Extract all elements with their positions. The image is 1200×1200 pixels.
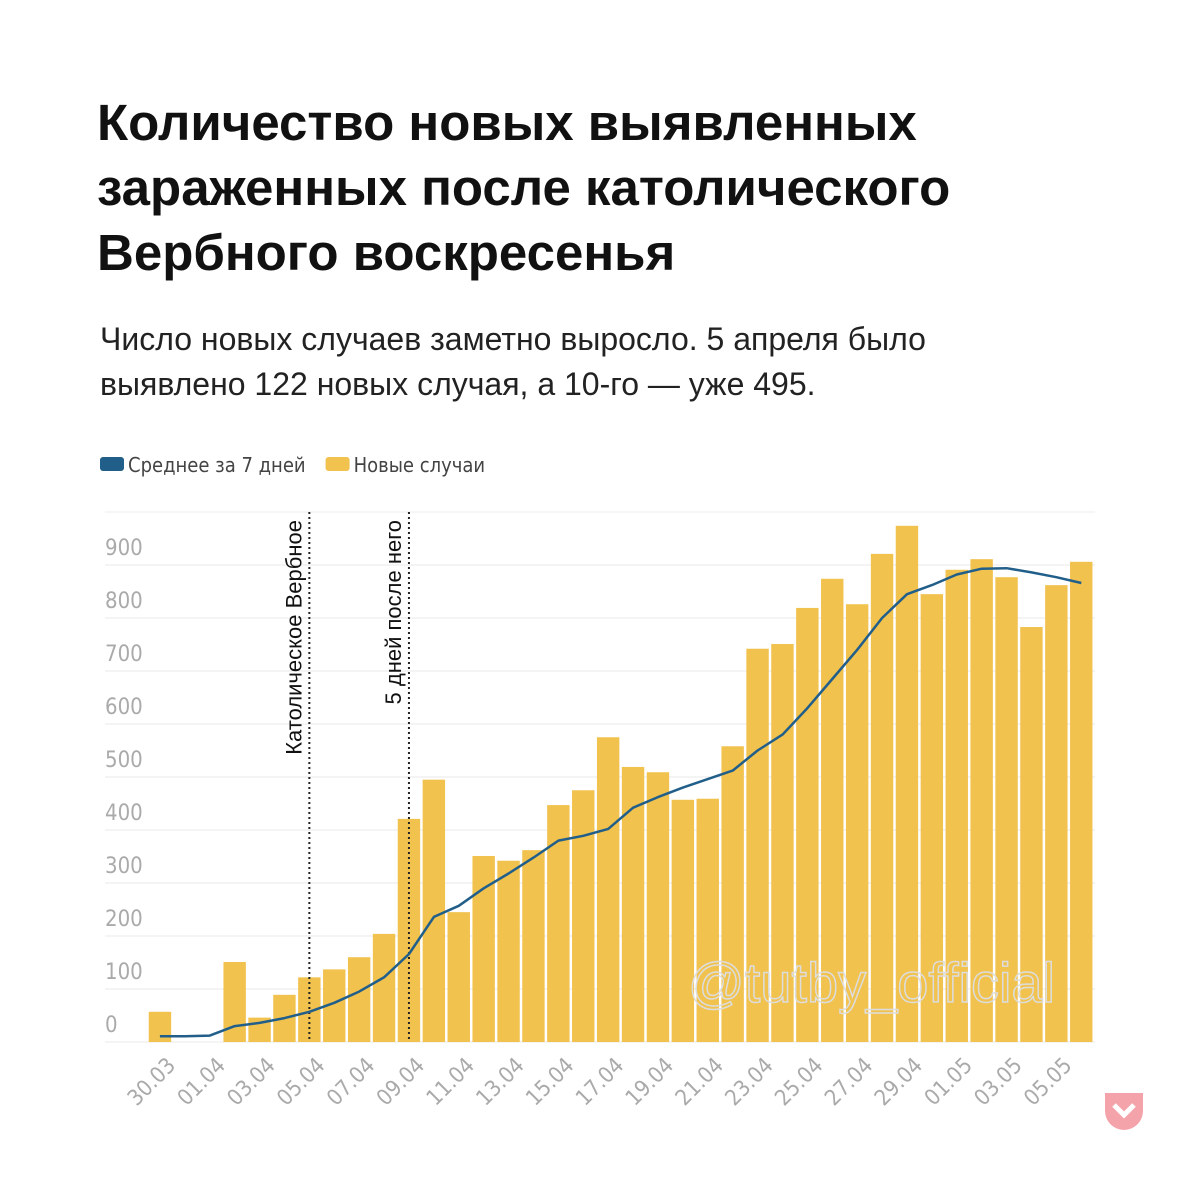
- bar: [796, 607, 819, 1042]
- bar: [696, 798, 719, 1042]
- bar: [323, 969, 346, 1042]
- y-tick-label: 200: [105, 907, 143, 932]
- bar: [422, 779, 446, 1042]
- bar: [895, 525, 919, 1042]
- y-tick-label: 900: [105, 536, 143, 561]
- bar: [1070, 561, 1093, 1042]
- y-tick-label: 100: [105, 960, 143, 985]
- bar: [572, 790, 595, 1042]
- bar: [995, 577, 1018, 1042]
- bar: [397, 818, 421, 1042]
- subtitle: Число новых случаев заметно выросло. 5 а…: [100, 321, 926, 357]
- bar: [870, 553, 894, 1042]
- y-tick-label: 800: [105, 589, 143, 614]
- bar: [970, 559, 993, 1042]
- y-tick-label: 500: [105, 748, 143, 773]
- chart-title: Количество новых выявленных: [97, 94, 917, 151]
- subtitle: выявлено 122 новых случая, а 10-го — уже…: [100, 366, 816, 402]
- legend-label: Среднее за 7 дней: [128, 453, 306, 477]
- bar: [596, 737, 620, 1042]
- chart-title: Вербного воскресенья: [97, 224, 675, 281]
- bar: [347, 957, 371, 1042]
- bar: [522, 850, 545, 1042]
- bar: [148, 1011, 172, 1042]
- legend-swatch: [100, 457, 124, 471]
- bar: [771, 643, 794, 1042]
- chart-title: зараженных после католического: [97, 159, 950, 216]
- line: [159, 566, 1082, 1038]
- bar: [945, 569, 968, 1042]
- bar: [920, 594, 944, 1042]
- bar: [472, 855, 495, 1042]
- logo-mark: [1112, 1103, 1136, 1119]
- bar: [497, 860, 520, 1042]
- y-tick-label: 0: [105, 1013, 118, 1038]
- y-tick-label: 300: [105, 854, 143, 879]
- bar: [821, 578, 844, 1042]
- bar: [621, 766, 645, 1042]
- annotation-label: 5 дней после него: [381, 520, 406, 704]
- bar: [646, 772, 670, 1042]
- y-tick-label: 600: [105, 695, 143, 720]
- bar: [547, 805, 570, 1042]
- legend-label: Новые случаи: [354, 453, 486, 477]
- bar: [372, 933, 396, 1042]
- bar: [223, 961, 246, 1042]
- legend-swatch: [325, 457, 350, 471]
- bar: [1045, 585, 1068, 1042]
- bar: [1020, 627, 1043, 1042]
- bar: [671, 799, 695, 1042]
- bar: [447, 912, 470, 1042]
- bar: [845, 604, 869, 1042]
- bar: [721, 746, 744, 1042]
- y-tick-label: 700: [105, 642, 143, 667]
- bar: [298, 977, 321, 1042]
- annotation-label: Католическое Вербное: [281, 520, 306, 755]
- watermark: @tutby_official: [688, 951, 1055, 1014]
- y-tick-label: 400: [105, 801, 143, 826]
